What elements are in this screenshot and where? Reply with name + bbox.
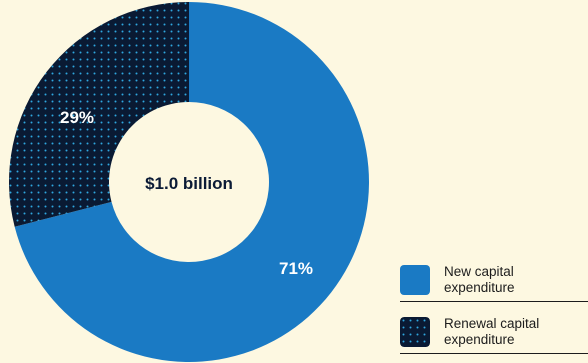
legend-label-new-capital-line1: New capital: [444, 263, 514, 279]
donut-slice-renewal-capital: [8, 2, 189, 227]
legend-label-renewal-capital: Renewal capital expenditure: [444, 316, 574, 348]
legend: New capital expenditure Renewal capital …: [400, 258, 588, 354]
legend-item-new-capital: New capital expenditure: [400, 258, 588, 302]
legend-swatch-new-capital: [400, 264, 430, 295]
donut-chart: 29% 71% $1.0 billion: [8, 2, 370, 363]
donut-slice-new-capital: [14, 2, 370, 363]
legend-label-renewal-capital-line1: Renewal capital: [444, 315, 540, 331]
slice-label-new: 71%: [279, 259, 313, 278]
slice-label-renewal: 29%: [60, 108, 94, 127]
legend-item-renewal-capital: Renewal capital expenditure: [400, 302, 588, 354]
legend-label-new-capital: New capital expenditure: [444, 264, 574, 296]
legend-swatch-renewal-capital: [400, 316, 430, 347]
legend-label-renewal-capital-line2: expenditure: [444, 331, 515, 347]
center-total-label: $1.0 billion: [145, 174, 233, 193]
legend-label-new-capital-line2: expenditure: [444, 279, 515, 295]
